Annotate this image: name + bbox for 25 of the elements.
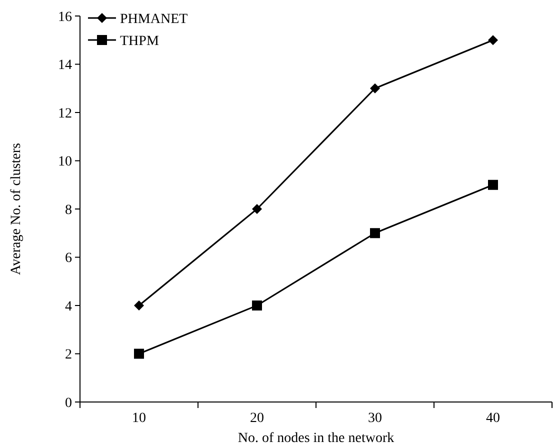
y-tick-label: 6 bbox=[65, 251, 72, 266]
legend-label: PHMANET bbox=[120, 12, 188, 27]
point bbox=[252, 300, 262, 310]
point bbox=[488, 35, 498, 46]
point bbox=[370, 83, 380, 94]
y-tick-label: 2 bbox=[65, 348, 72, 363]
x-tick-label: 10 bbox=[132, 411, 146, 426]
y-tick-label: 8 bbox=[65, 202, 72, 218]
y-tick-label: 14 bbox=[58, 58, 72, 74]
x-tick-label: 20 bbox=[250, 411, 264, 426]
legend-label: THPM bbox=[120, 34, 160, 49]
y-tick-label: 12 bbox=[58, 106, 72, 122]
y-tick-label: 10 bbox=[58, 154, 72, 170]
y-tick-label: 0 bbox=[65, 396, 72, 411]
y-tick-label: 4 bbox=[65, 299, 72, 314]
y-axis-title: Average No. of clusters bbox=[9, 143, 24, 275]
point bbox=[488, 180, 498, 190]
y-tick-label: 16 bbox=[58, 10, 72, 25]
point bbox=[134, 348, 144, 359]
point bbox=[370, 228, 380, 238]
point bbox=[134, 300, 144, 310]
point bbox=[252, 204, 262, 214]
x-axis-title: No. of nodes in the network bbox=[238, 431, 394, 446]
x-tick-label: 30 bbox=[368, 411, 382, 426]
x-tick-label: 40 bbox=[486, 411, 500, 426]
